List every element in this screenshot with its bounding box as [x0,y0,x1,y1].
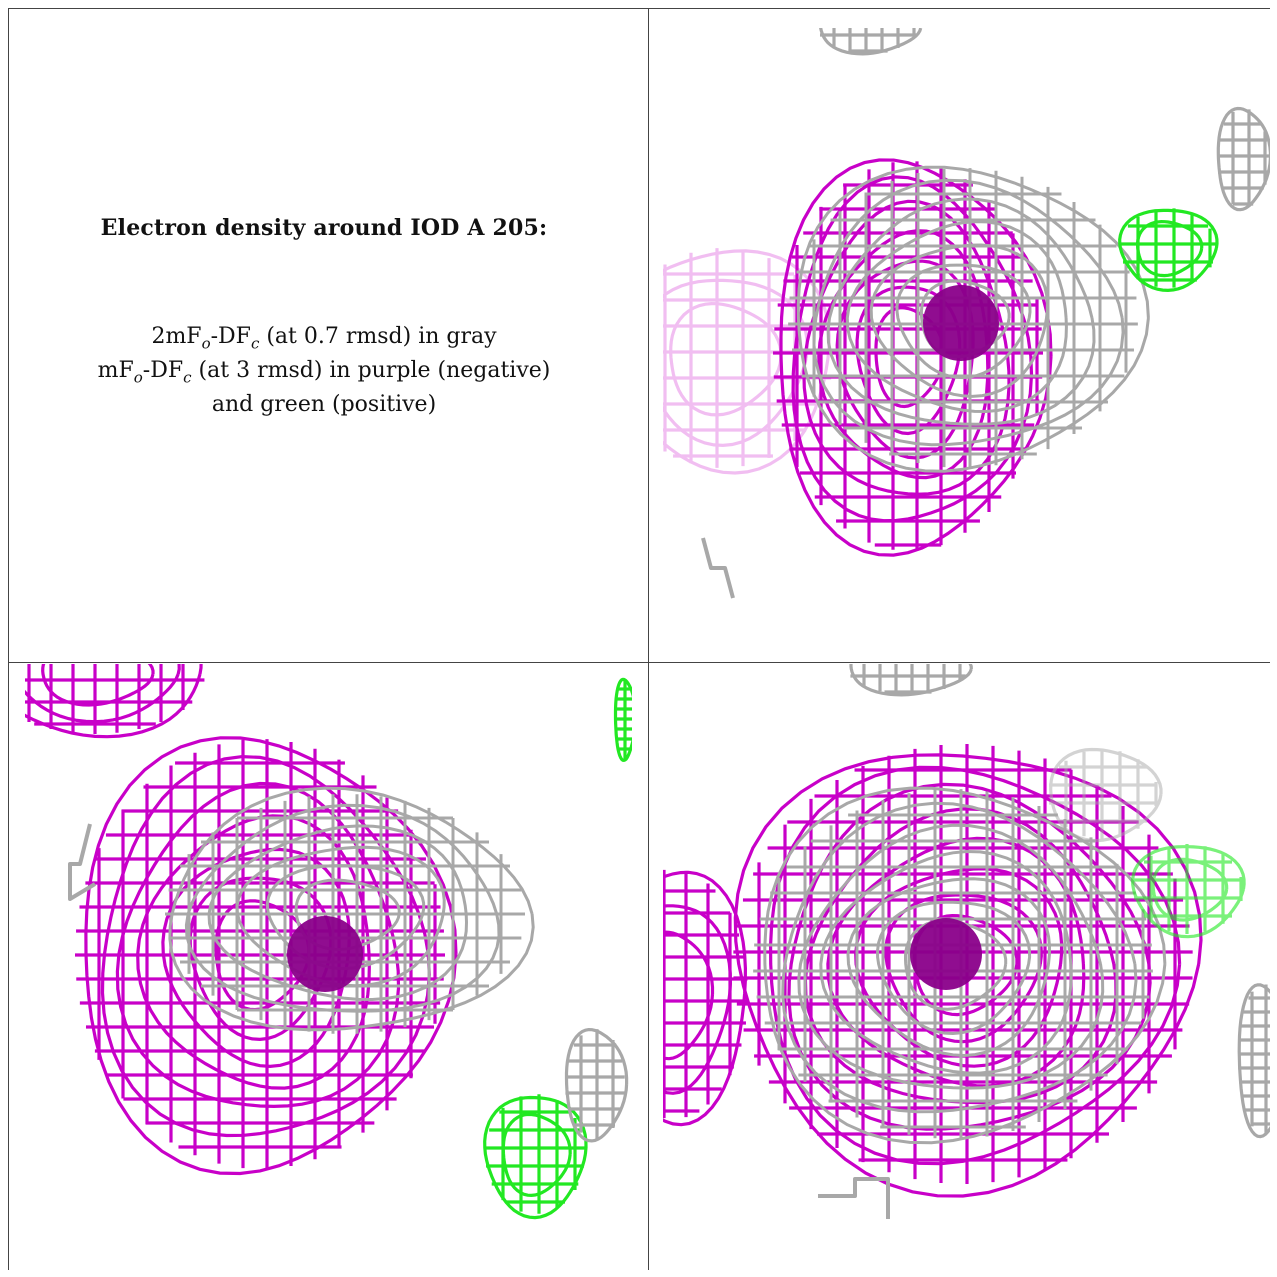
gray-density-mesh-contour [781,801,1138,1114]
negative-density-mesh-top [25,664,205,739]
legend-line-positive: and green (positive) [211,392,437,418]
legend-line-difference: mFo-DFc (at 3 rmsd) in purple (negative) [97,358,551,387]
gray-density-mesh-side [564,1027,629,1143]
negative-density-mesh-contour [817,229,990,480]
gray-density-mesh-top [819,28,923,56]
negative-density-mesh-top-contour [25,664,181,724]
gray-density-mesh-contour [168,786,535,1032]
negative-density-mesh-contour [733,753,1203,1198]
negative-density-mesh-contour [802,199,1011,496]
density-view-top-right [663,28,1270,662]
negative-density-mesh [75,736,458,1176]
gray-density-mesh-contour [796,165,1150,473]
figure-frame [8,8,1270,1270]
positive-density-mesh-contour [483,1095,588,1220]
negative-density-mesh-faded-contour [663,278,809,448]
gray-density-mesh-small-contour [1216,106,1270,212]
gray-density-mesh [753,786,1167,1145]
legend-panel: Electron density around IOD A 205: 2mFo-… [10,10,638,660]
residue-stick [68,823,97,901]
positive-density-mesh [1131,844,1246,939]
positive-density-mesh-contour [1151,857,1229,922]
iodine-atom-sphere [910,918,982,990]
residue-stick [818,1177,890,1219]
negative-density-mesh-contour [768,765,1182,1166]
negative-density-mesh-top-contour [41,664,155,707]
top-border [8,8,1270,9]
iodine-atom-sphere [287,916,363,992]
gray-density-mesh-contour [797,823,1105,1090]
density-view-bottom-right [663,664,1270,1270]
center-divider [648,8,649,1270]
gray-density-mesh-side-contour [564,1027,629,1143]
negative-density-mesh-left-contour [663,870,748,1127]
negative-density-mesh-top-contour [25,664,203,739]
negative-density-mesh-contour [803,807,1118,1105]
density-view-bottom-left [25,664,632,1270]
gray-density-mesh [788,165,1150,473]
mesh-render-2 [25,664,632,1220]
gray-density-mesh-contour [763,786,1167,1145]
gray-density-mesh-top-contour [819,28,923,56]
iodine-atom-sphere [923,285,999,361]
mesh-render-3 [663,664,1270,1219]
gray-density-mesh-edge [1237,983,1270,1139]
residue-stick [701,537,735,599]
positive-density-mesh-contour [1131,845,1246,939]
legend-title: Electron density around IOD A 205: [100,215,548,241]
gray-density-mesh-small [1216,106,1270,212]
gray-density-mesh-upper [1049,747,1163,843]
gray-density-mesh-upper-contour [1049,747,1163,843]
gray-density-mesh-contour [846,877,1052,1058]
gray-density-mesh-edge-contour [1237,983,1270,1139]
gray-density-mesh-top-contour [849,664,973,697]
gray-density-mesh-contour [876,900,1032,1036]
gray-density-mesh-top [849,664,973,697]
positive-density-mesh-edge [613,677,632,763]
negative-density-mesh-left [663,869,748,1127]
negative-density-mesh-faded-contour [663,249,831,475]
left-border [8,8,9,1270]
legend-line-gray: 2mFo-DFc (at 0.7 rmsd) in gray [151,324,497,353]
middle-divider [8,662,1270,663]
gray-density-mesh-contour [904,919,1008,1011]
negative-density-mesh-left-contour [663,930,715,1061]
gray-density-mesh-contour [869,243,1049,398]
mesh-render-1 [663,28,1270,599]
legend-text: 2mFo-DFc (at 0.7 rmsd) in gray mFo-DFc (… [98,321,551,421]
negative-density-mesh-faded-contour [669,301,783,417]
gray-density-mesh-contour [819,849,1073,1075]
positive-density-mesh [1118,208,1219,293]
